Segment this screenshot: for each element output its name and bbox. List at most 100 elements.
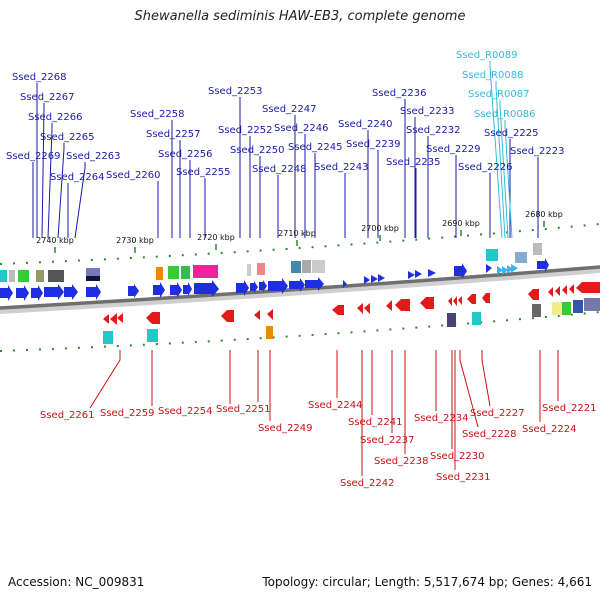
gene-arrow: [128, 284, 139, 298]
gene-arrow: [16, 285, 29, 301]
gene-arrow: [454, 263, 467, 279]
gene-arrow: [194, 280, 219, 297]
gene-arrow: [0, 285, 13, 301]
bottom_labels-label: Ssed_2261: [40, 410, 95, 421]
gene-arrow: [254, 310, 260, 320]
genome-summary: Topology: circular; Length: 5,517,674 bp…: [262, 575, 592, 589]
plus-feature-boxes: [0, 243, 542, 282]
gene-arrow: [364, 303, 370, 314]
gene-arrow: [332, 305, 344, 315]
tick-label: 2700 kbp: [361, 224, 399, 233]
gene-arrow: [236, 280, 249, 296]
rna_labels-label: Ssed_R0088: [462, 70, 523, 81]
feature-box: [86, 276, 100, 281]
top_labels-label: Ssed_2247: [262, 104, 317, 115]
feature-box: [36, 270, 44, 282]
top_labels-label: Ssed_2255: [176, 167, 231, 178]
gene-arrow: [86, 284, 101, 300]
gene-arrow: [548, 287, 553, 297]
top_labels-label: Ssed_2229: [426, 144, 481, 155]
top_labels-label: Ssed_2258: [130, 109, 185, 120]
gene-arrow: [386, 300, 392, 311]
tick-label: 2740 kbp: [36, 236, 74, 245]
tick-label: 2680 kbp: [525, 210, 563, 219]
top_labels-label: Ssed_2256: [158, 149, 213, 160]
rna-arrow: [507, 265, 513, 274]
top_labels-label: Ssed_2267: [20, 92, 75, 103]
bottom_labels-label: Ssed_2227: [470, 408, 525, 419]
leader-line: [459, 350, 479, 428]
top_labels-label: Ssed_2248: [252, 164, 307, 175]
bottom_labels-label: Ssed_2241: [348, 417, 403, 428]
map-title: Shewanella sediminis HAW-EB3, complete g…: [134, 9, 466, 24]
feature-box: [0, 270, 7, 282]
top_labels-label: Ssed_2263: [66, 151, 121, 162]
gene-arrow: [467, 294, 476, 304]
leader-line: [481, 350, 491, 407]
feature-box: [533, 243, 542, 255]
top_labels-label: Ssed_2239: [346, 139, 401, 150]
tick-label: 2720 kbp: [197, 233, 235, 242]
top_labels-label: Ssed_2225: [484, 128, 539, 139]
feature-box: [48, 270, 64, 282]
feature-box: [257, 263, 265, 275]
feature-box: [584, 298, 600, 311]
feature-box: [486, 249, 498, 261]
gene-arrow: [268, 278, 288, 294]
gene-arrow: [357, 303, 363, 314]
top_labels-label: Ssed_2233: [400, 106, 455, 117]
gene-arrow: [259, 280, 267, 292]
gene-arrow: [44, 284, 64, 300]
feature-box: [291, 261, 301, 273]
scale-ticks: 2740 kbp 2730 kbp 2720 kbp 2710 kbp 2700 kbp…: [36, 210, 563, 253]
gene-labels: Ssed_2268 Ssed_2267 Ssed_2266 Ssed_2265 Ssed…: [6, 50, 597, 489]
rna_labels-label: Ssed_R0087: [468, 89, 529, 100]
gene-arrow: [64, 284, 78, 300]
feature-box: [552, 302, 562, 315]
gene-arrow: [576, 282, 600, 293]
bottom_labels-label: Ssed_2231: [436, 472, 491, 483]
bottom_labels-label: Ssed_2221: [542, 403, 597, 414]
top_labels-label: Ssed_2260: [106, 170, 161, 181]
top_labels-label: Ssed_2240: [338, 119, 393, 130]
top_labels-label: Ssed_2245: [288, 142, 343, 153]
leader-line: [74, 162, 86, 239]
gene-arrow: [267, 309, 273, 320]
feature-box: [193, 265, 218, 278]
bottom_labels-label: Ssed_2237: [360, 435, 415, 446]
top_labels-label: Ssed_2269: [6, 151, 61, 162]
feature-box: [573, 300, 583, 313]
upper-ruler: [0, 223, 600, 265]
gene-arrow: [420, 297, 434, 309]
gene-arrow: [117, 313, 123, 323]
feature-box: [103, 331, 113, 344]
top_labels-label: Ssed_2252: [218, 125, 273, 136]
top_labels-label: Ssed_2223: [510, 146, 565, 157]
bottom_labels-label: Ssed_2230: [430, 451, 485, 462]
feature-box: [147, 329, 158, 342]
gene-arrow: [395, 299, 410, 311]
top_labels-label: Ssed_2246: [274, 123, 329, 134]
bottom_labels-label: Ssed_2238: [374, 456, 429, 467]
feature-box: [447, 313, 456, 327]
feature-box: [532, 304, 541, 317]
bottom_labels-label: Ssed_2242: [340, 478, 395, 489]
rna-arrow: [502, 266, 508, 275]
leader-line: [41, 103, 45, 239]
gene-arrow: [486, 264, 492, 273]
bottom_labels-label: Ssed_2224: [522, 424, 577, 435]
leader-line: [47, 123, 53, 239]
gene-arrow: [555, 286, 560, 296]
gene-arrow: [453, 296, 457, 306]
feature-box: [156, 267, 163, 280]
gene-arrow: [289, 278, 305, 292]
label-leader-lines: [32, 61, 559, 476]
gene-arrow: [343, 280, 347, 288]
top_labels-label: Ssed_2232: [406, 125, 461, 136]
rna_labels-label: Ssed_R0086: [474, 109, 535, 120]
gene-arrow: [408, 271, 415, 279]
leader-line: [89, 350, 121, 409]
backbone-shadow: [0, 267, 600, 314]
minus-strand-genes: [103, 282, 600, 325]
gene-arrow: [110, 313, 117, 325]
